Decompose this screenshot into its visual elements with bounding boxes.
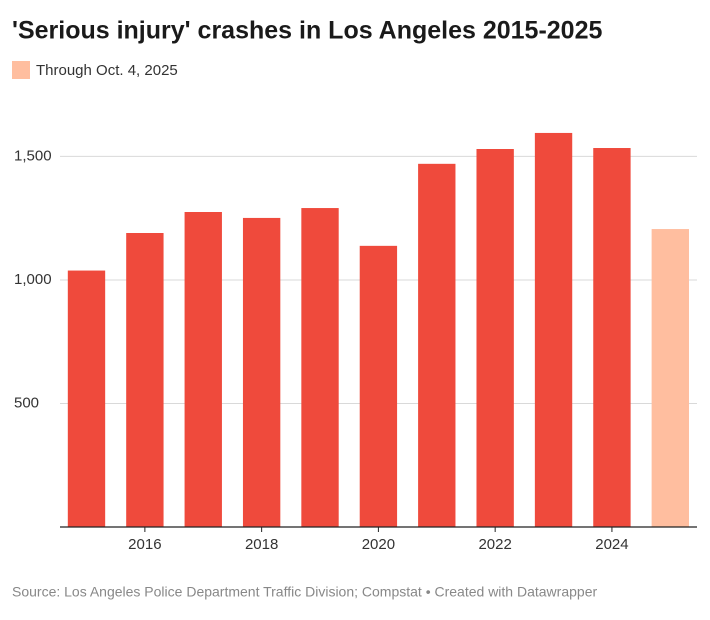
x-tick-label: 2024 (595, 536, 628, 553)
bar (476, 149, 514, 527)
x-tick-label: 2020 (362, 536, 395, 553)
bar (359, 245, 398, 528)
y-tick-label: 1,500 (14, 147, 52, 164)
source-note: Source: Los Angeles Police Department Tr… (12, 584, 597, 600)
x-tick-label: 2018 (245, 536, 278, 553)
bar (184, 212, 222, 527)
y-tick-label: 1,000 (14, 271, 52, 288)
bar (67, 270, 106, 527)
bar (301, 208, 339, 527)
bar (593, 148, 631, 527)
bar (126, 233, 164, 527)
bar (534, 132, 573, 528)
x-tick-label: 2022 (478, 536, 511, 553)
chart-title: 'Serious injury' crashes in Los Angeles … (12, 17, 602, 45)
bar (418, 163, 456, 527)
bar (651, 229, 689, 527)
legend-swatch (12, 61, 30, 79)
x-tick-label: 2016 (128, 536, 161, 553)
y-tick-label: 500 (14, 394, 39, 411)
legend-label: Through Oct. 4, 2025 (36, 62, 178, 79)
bar (242, 217, 281, 527)
